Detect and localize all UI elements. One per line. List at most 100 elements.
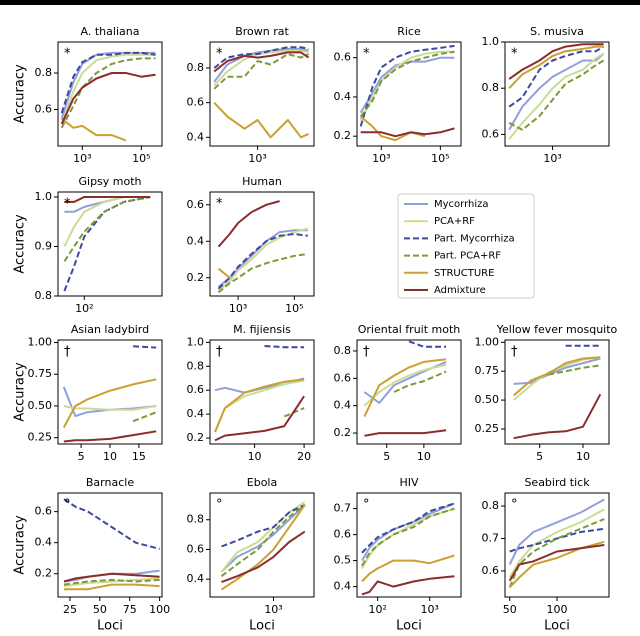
annotation: * — [216, 47, 223, 62]
y-tick-label: 0.8 — [187, 61, 205, 74]
plot-area — [361, 502, 455, 596]
y-axis-label: Accuracy — [13, 64, 28, 124]
series-line — [62, 378, 157, 428]
plot-frame — [57, 191, 163, 297]
y-tick-label: 0.2 — [187, 431, 205, 444]
series-line — [213, 49, 309, 86]
plot-frame — [504, 339, 610, 445]
series-line — [221, 530, 306, 584]
y-tick-label: 0.4 — [187, 234, 205, 247]
series-line — [132, 411, 157, 423]
series-line — [63, 196, 151, 292]
annotation: † — [511, 345, 518, 360]
legend-label: PCA+RF — [434, 216, 475, 227]
x-tick-label: 25 — [63, 603, 77, 616]
series-line — [60, 57, 156, 129]
series-line — [213, 102, 310, 139]
y-tick-label: 0.4 — [334, 399, 352, 412]
series-line — [513, 356, 601, 401]
series-line — [508, 59, 605, 131]
panel-title: Oriental fruit moth — [358, 323, 461, 336]
y-tick-label: 0.6 — [35, 505, 53, 518]
panel-title: A. thaliana — [81, 25, 140, 38]
annotation: † — [363, 345, 370, 360]
plot-area — [363, 340, 447, 437]
x-tick-label: 10³ — [73, 152, 91, 165]
series-line — [508, 498, 605, 565]
panel-title: HIV — [399, 476, 419, 489]
plot-area — [359, 44, 455, 142]
y-tick-label: 0.25 — [475, 422, 500, 435]
x-tick-label: 10² — [368, 603, 386, 616]
series-line — [508, 43, 604, 80]
panel-title: Gipsy moth — [78, 175, 141, 188]
plot-area — [63, 498, 160, 591]
y-tick-label: 0.2 — [334, 129, 352, 142]
annotation: ° — [511, 498, 518, 513]
plot-frame — [57, 339, 163, 445]
x-tick-label: 50 — [503, 603, 517, 616]
y-tick-label: 0.8 — [35, 66, 53, 79]
series-line — [61, 117, 127, 142]
x-tick-label: 10 — [417, 450, 431, 463]
x-tick-label: 10 — [103, 450, 117, 463]
x-axis-label: Loci — [396, 619, 422, 634]
y-tick-label: 0.6 — [482, 564, 500, 577]
y-tick-label: 0.2 — [35, 567, 53, 580]
plot-area — [220, 501, 306, 591]
series-line — [60, 72, 156, 125]
y-tick-label: 0.6 — [187, 96, 205, 109]
annotation: * — [363, 47, 370, 62]
x-tick-label: 10⁵ — [285, 302, 303, 315]
annotation: * — [511, 47, 518, 62]
panel-title: Brown rat — [235, 25, 289, 38]
annotation: ° — [216, 498, 223, 513]
y-tick-label: 0.6 — [187, 383, 205, 396]
x-tick-label: 5 — [536, 450, 543, 463]
annotation: * — [216, 197, 223, 212]
x-tick-label: 100 — [149, 603, 170, 616]
y-tick-label: 0.2 — [187, 271, 205, 284]
series-line — [133, 345, 157, 349]
legend-label: Part. PCA+RF — [434, 251, 501, 262]
x-tick-label: 10² — [75, 302, 93, 315]
x-tick-label: 15 — [132, 450, 146, 463]
plot-area — [513, 344, 602, 440]
annotation: † — [64, 345, 71, 360]
y-tick-label: 1.0 — [482, 35, 500, 48]
x-axis-label: Loci — [544, 619, 570, 634]
x-tick-label: 10³ — [229, 302, 247, 315]
y-tick-label: 0.4 — [334, 90, 352, 103]
plot-frame — [356, 492, 462, 598]
y-tick-label: 0.6 — [35, 103, 53, 116]
panel-title: Yellow fever mosquito — [496, 323, 618, 336]
panel-title: S. musiva — [530, 25, 584, 38]
series-line — [363, 358, 447, 418]
panel-title: Seabird tick — [524, 476, 590, 489]
series-line — [508, 544, 605, 582]
plot-area — [217, 200, 309, 294]
x-tick-label: 10 — [248, 450, 262, 463]
y-tick-label: 0.75 — [475, 364, 500, 377]
series-line — [221, 503, 306, 548]
plot-frame — [209, 191, 315, 297]
series-line — [63, 196, 151, 262]
panel-title: M. fijiensis — [233, 323, 291, 336]
series-line — [508, 52, 605, 140]
series-line — [217, 227, 309, 292]
plot-frame — [209, 41, 315, 147]
legend-label: Admixture — [434, 285, 486, 296]
series-line — [264, 345, 305, 349]
series-line — [220, 501, 306, 573]
x-tick-label: 10 — [576, 450, 590, 463]
y-tick-label: 1.00 — [475, 335, 500, 348]
panel-title: Asian ladybird — [71, 323, 149, 336]
series-line — [213, 46, 309, 69]
series-line — [213, 53, 310, 90]
series-line — [508, 45, 604, 89]
x-tick-label: 10⁵ — [431, 152, 449, 165]
series-line — [363, 363, 447, 407]
plot-area — [213, 46, 310, 139]
annotation: * — [64, 47, 71, 62]
panel-title: Barnacle — [86, 476, 134, 489]
